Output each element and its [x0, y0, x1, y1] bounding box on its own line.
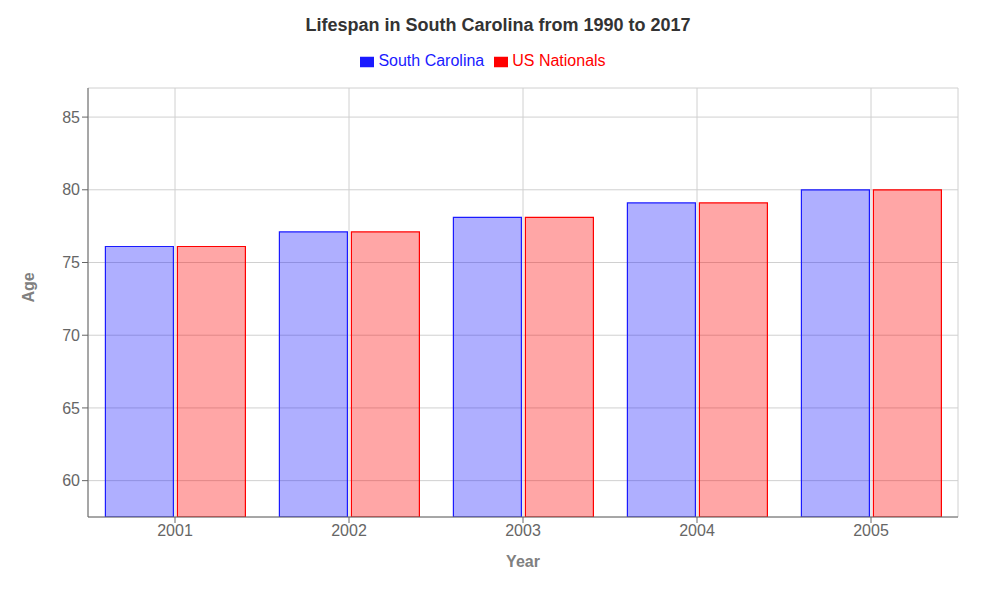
- svg-text:2001: 2001: [157, 522, 193, 539]
- svg-text:Year: Year: [506, 553, 540, 570]
- svg-text:80: 80: [62, 181, 80, 198]
- svg-text:2002: 2002: [331, 522, 367, 539]
- svg-text:70: 70: [62, 327, 80, 344]
- html-text:Lifespan in South Carolina fro: Lifespan in South Carolina from 1990 to …: [305, 15, 691, 35]
- html-text:US Nationals: US Nationals: [512, 52, 606, 69]
- svg-text:2005: 2005: [853, 522, 889, 539]
- svg-text:2003: 2003: [505, 522, 541, 539]
- svg-text:2004: 2004: [679, 522, 715, 539]
- html-text:South Carolina: South Carolina: [378, 52, 485, 69]
- svg-text:Age: Age: [20, 272, 37, 302]
- svg-text:75: 75: [62, 254, 80, 271]
- svg-text:60: 60: [62, 472, 80, 489]
- svg-text:65: 65: [62, 400, 80, 417]
- svg-text:85: 85: [62, 109, 80, 126]
